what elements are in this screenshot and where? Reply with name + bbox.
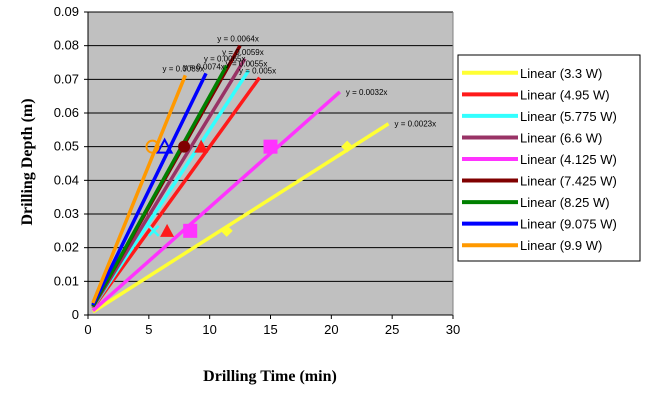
marker-triangle-open [155, 137, 174, 154]
marker-square [183, 223, 198, 238]
trend-line [91, 122, 390, 314]
trend-line [91, 74, 187, 304]
y-tick-label: 0.06 [54, 105, 79, 120]
x-tick-label: 25 [385, 322, 399, 337]
trend-line [91, 57, 247, 308]
trend-line [91, 90, 342, 313]
trend-line [91, 69, 251, 309]
marker-diamond [220, 224, 233, 237]
x-tick-label: 5 [145, 322, 152, 337]
equation-label: y = 0.0074x [183, 62, 225, 71]
legend-label: Linear (5.775 W) [520, 109, 617, 124]
trend-line [91, 64, 229, 308]
trend-line [91, 72, 208, 306]
equation-label: y = 0.0064x [217, 35, 259, 44]
x-tick-label: 10 [202, 322, 216, 337]
y-axis-label: Drilling Depth (m) [19, 98, 36, 225]
equation-label: y = 0.0089x [163, 64, 205, 73]
y-tick-label: 0 [72, 307, 79, 322]
equation-label: y = 0.0023x [395, 120, 437, 129]
y-tick-label: 0.07 [54, 71, 79, 86]
legend-label: Linear (7.425 W) [520, 174, 617, 189]
marker-square [263, 139, 278, 154]
x-axis-label: Drilling Time (min) [203, 368, 337, 385]
equation-label: y = 0.0055x [226, 60, 268, 69]
axes [84, 11, 454, 319]
legend-label: Linear (8.25 W) [520, 195, 610, 210]
legend-label: Linear (4.95 W) [520, 87, 610, 102]
equation-label: y = 0.0065x [204, 55, 246, 64]
trend-lines [91, 44, 390, 314]
y-tick-label: 0.08 [54, 38, 79, 53]
tick-labels: 0 0.01 0.02 0.03 0.04 0.05 0.06 0.07 0.08 0.09 0 5 1… [54, 4, 461, 337]
y-tick-label: 0.05 [54, 139, 79, 154]
y-tick-label: 0.09 [54, 4, 79, 19]
y-tick-label: 0.03 [54, 206, 79, 221]
equation-label: y = 0.0059x [222, 48, 264, 57]
y-tick-label: 0.01 [54, 273, 79, 288]
marker-circle [178, 140, 191, 153]
x-tick-label: 15 [263, 322, 277, 337]
trend-line [91, 76, 261, 310]
marker-diamond [341, 140, 354, 153]
equation-label: y = 0.005x [239, 67, 276, 76]
y-tick-label: 0.04 [54, 172, 79, 187]
marker-triangle [194, 139, 209, 153]
x-tick-label: 30 [446, 322, 460, 337]
y-tick-label: 0.02 [54, 240, 79, 255]
legend-label: Linear (4.125 W) [520, 152, 617, 167]
legend-label: Linear (9.9 W) [520, 238, 602, 253]
legend-label: Linear (9.075 W) [520, 217, 617, 232]
x-tick-label: 20 [324, 322, 338, 337]
equation-label: y = 0.0032x [346, 88, 388, 97]
x-tick-label: 0 [84, 322, 91, 337]
legend: Linear (3.3 W) Linear (4.95 W) Linear (5.7… [457, 54, 641, 262]
legend-label: Linear (3.3 W) [520, 66, 602, 81]
marker-x [147, 224, 160, 237]
marker-circle-open [145, 139, 160, 154]
legend-label: Linear (6.6 W) [520, 130, 602, 145]
plot-area [88, 12, 453, 315]
data-markers [145, 137, 354, 238]
marker-triangle [160, 223, 175, 237]
